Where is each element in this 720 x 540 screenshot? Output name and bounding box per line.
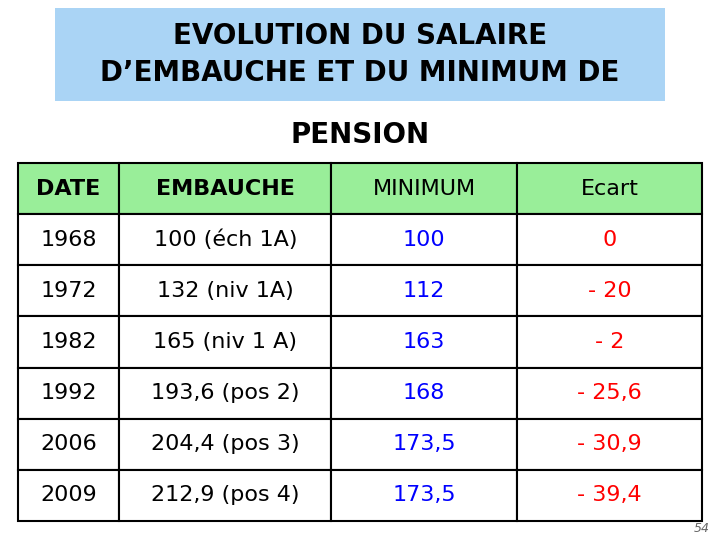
Text: 1972: 1972 — [40, 281, 97, 301]
Text: 193,6 (pos 2): 193,6 (pos 2) — [151, 383, 300, 403]
Text: DATE: DATE — [37, 179, 101, 199]
FancyBboxPatch shape — [18, 214, 120, 265]
Text: 204,4 (pos 3): 204,4 (pos 3) — [151, 434, 300, 454]
Text: - 39,4: - 39,4 — [577, 485, 642, 505]
Text: EMBAUCHE: EMBAUCHE — [156, 179, 294, 199]
Text: 2009: 2009 — [40, 485, 97, 505]
Text: Ecart: Ecart — [580, 179, 638, 199]
Text: - 20: - 20 — [588, 281, 631, 301]
FancyBboxPatch shape — [517, 470, 702, 521]
FancyBboxPatch shape — [517, 418, 702, 470]
FancyBboxPatch shape — [55, 8, 665, 101]
Text: 100 (éch 1A): 100 (éch 1A) — [153, 230, 297, 250]
Text: EVOLUTION DU SALAIRE: EVOLUTION DU SALAIRE — [173, 22, 547, 50]
FancyBboxPatch shape — [120, 418, 331, 470]
FancyBboxPatch shape — [331, 418, 517, 470]
Text: 165 (niv 1 A): 165 (niv 1 A) — [153, 332, 297, 352]
Text: 173,5: 173,5 — [392, 434, 456, 454]
Text: 163: 163 — [402, 332, 445, 352]
Text: 2006: 2006 — [40, 434, 97, 454]
FancyBboxPatch shape — [18, 368, 120, 418]
FancyBboxPatch shape — [18, 470, 120, 521]
FancyBboxPatch shape — [120, 163, 331, 214]
FancyBboxPatch shape — [120, 368, 331, 418]
Text: 1982: 1982 — [40, 332, 97, 352]
Text: - 25,6: - 25,6 — [577, 383, 642, 403]
Text: D’EMBAUCHE ET DU MINIMUM DE: D’EMBAUCHE ET DU MINIMUM DE — [100, 59, 620, 87]
FancyBboxPatch shape — [18, 265, 120, 316]
FancyBboxPatch shape — [517, 163, 702, 214]
FancyBboxPatch shape — [331, 368, 517, 418]
FancyBboxPatch shape — [331, 214, 517, 265]
Text: 168: 168 — [402, 383, 445, 403]
Text: - 30,9: - 30,9 — [577, 434, 642, 454]
Text: 54: 54 — [694, 522, 710, 535]
FancyBboxPatch shape — [331, 265, 517, 316]
FancyBboxPatch shape — [120, 316, 331, 368]
FancyBboxPatch shape — [18, 418, 120, 470]
Text: PENSION: PENSION — [290, 121, 430, 149]
FancyBboxPatch shape — [18, 163, 120, 214]
FancyBboxPatch shape — [331, 163, 517, 214]
Text: 112: 112 — [402, 281, 445, 301]
FancyBboxPatch shape — [517, 214, 702, 265]
FancyBboxPatch shape — [517, 265, 702, 316]
FancyBboxPatch shape — [517, 316, 702, 368]
Text: 132 (niv 1A): 132 (niv 1A) — [157, 281, 294, 301]
Text: - 2: - 2 — [595, 332, 624, 352]
FancyBboxPatch shape — [331, 470, 517, 521]
FancyBboxPatch shape — [18, 316, 120, 368]
Text: 212,9 (pos 4): 212,9 (pos 4) — [151, 485, 300, 505]
FancyBboxPatch shape — [120, 470, 331, 521]
Text: 0: 0 — [602, 230, 616, 249]
Text: 1992: 1992 — [40, 383, 97, 403]
Text: 1968: 1968 — [40, 230, 97, 249]
FancyBboxPatch shape — [120, 214, 331, 265]
FancyBboxPatch shape — [331, 316, 517, 368]
FancyBboxPatch shape — [517, 368, 702, 418]
Text: 100: 100 — [402, 230, 445, 249]
Text: 173,5: 173,5 — [392, 485, 456, 505]
FancyBboxPatch shape — [120, 265, 331, 316]
Text: MINIMUM: MINIMUM — [372, 179, 475, 199]
